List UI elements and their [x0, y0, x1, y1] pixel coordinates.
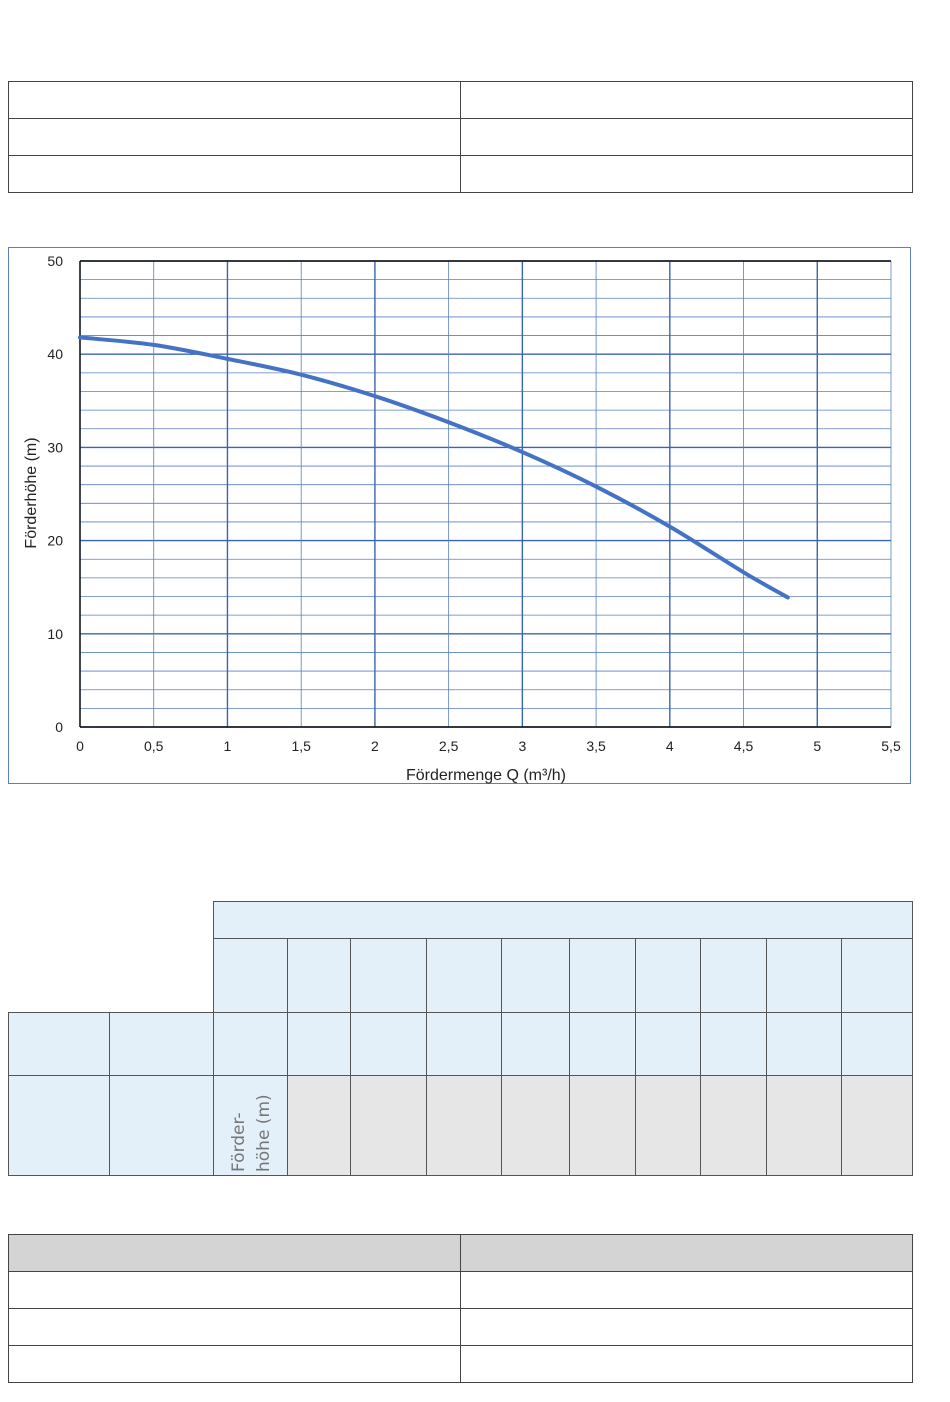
spec-table-top: [8, 81, 913, 193]
table-cell: [8, 155, 461, 193]
grid-value-cell: [700, 1075, 767, 1176]
row-label-line-2: höhe (m): [254, 1094, 274, 1172]
spec-table-bottom: [8, 1234, 913, 1383]
table-row: [8, 155, 913, 193]
grid-row-header: [109, 1012, 214, 1076]
table-row: [8, 1345, 913, 1383]
x-axis-label: Fördermenge Q (m³/h): [406, 767, 566, 784]
row-label-foerderhoehe: Förder- höhe (m): [213, 1076, 287, 1175]
grid-cell: [350, 1012, 427, 1076]
x-tick-label: 0,5: [144, 738, 164, 754]
y-tick-label: 10: [47, 626, 63, 642]
y-tick-label: 20: [47, 533, 63, 549]
grid-value-cell: [501, 1075, 570, 1176]
x-tick-label: 4,5: [734, 738, 754, 754]
chart-series: [78, 335, 790, 600]
grid-value-cell: [350, 1075, 427, 1176]
x-tick-label: 2,5: [439, 738, 459, 754]
grid-header-cell: [287, 938, 351, 1013]
grid-row-header: [8, 1075, 110, 1176]
table-row: [8, 1271, 913, 1309]
x-tick-label: 0: [76, 738, 84, 754]
chart-canvas: 0 0,5 1 1,5 2 2,5 3 3,5 4 4,5 5 5,5 0 10 20 30 40 50 Förd…: [23, 253, 901, 784]
grid-cell: [841, 1012, 913, 1076]
pump-curve-chart: 0 0,5 1 1,5 2 2,5 3 3,5 4 4,5 5 5,5 0 10 20 30 40 50 Förd…: [8, 247, 911, 784]
table-header-row: [8, 1234, 913, 1272]
chart-grid: [79, 260, 892, 728]
table-row: [8, 118, 913, 156]
grid-cell: [635, 1012, 701, 1076]
table-cell: [460, 1234, 913, 1272]
x-tick-label: 5,5: [881, 738, 901, 754]
x-tick-label: 3: [518, 738, 526, 754]
y-tick-label: 30: [47, 439, 63, 455]
grid-row-header: [109, 1075, 214, 1176]
grid-cell: [213, 1012, 288, 1076]
grid-cell: [426, 1012, 502, 1076]
grid-cell: [569, 1012, 636, 1076]
x-tick-label: 1,5: [291, 738, 311, 754]
grid-cell: [700, 1012, 767, 1076]
grid-value-cell: [287, 1075, 351, 1176]
table-cell: [8, 118, 461, 156]
grid-header-cell: [426, 938, 502, 1013]
grid-header-cell: [213, 938, 288, 1013]
y-tick-label: 0: [55, 719, 63, 735]
table-row: [8, 81, 913, 119]
grid-header-cell: [501, 938, 570, 1013]
pump-curve-line: [78, 335, 790, 600]
y-tick-label: 50: [47, 253, 63, 269]
grid-header-span: [213, 901, 913, 939]
table-cell: [460, 1271, 913, 1309]
grid-cell: [287, 1012, 351, 1076]
table-cell: [460, 118, 913, 156]
grid-value-cell: [569, 1075, 636, 1176]
grid-cell: [501, 1012, 570, 1076]
grid-header-cell: [700, 938, 767, 1013]
table-cell: [8, 81, 461, 119]
table-cell: [460, 1345, 913, 1383]
grid-row-header: [8, 1012, 110, 1076]
row-label-line-1: Förder-: [229, 1112, 249, 1172]
grid-value-cell: [213, 1075, 288, 1176]
y-tick-label: 40: [47, 346, 63, 362]
grid-cell: [766, 1012, 842, 1076]
table-cell: [8, 1345, 461, 1383]
grid-header-cell: [350, 938, 427, 1013]
x-tick-label: 1: [224, 738, 232, 754]
grid-header-cell: [635, 938, 701, 1013]
grid-value-cell: [426, 1075, 502, 1176]
grid-value-cell: [635, 1075, 701, 1176]
grid-header-cell: [766, 938, 842, 1013]
table-cell: [460, 81, 913, 119]
table-cell: [460, 1308, 913, 1346]
x-tick-label: 5: [813, 738, 821, 754]
y-axis-label: Förderhöhe (m): [23, 437, 40, 548]
table-cell: [8, 1271, 461, 1309]
x-tick-label: 4: [666, 738, 674, 754]
grid-header-cell: [841, 938, 913, 1013]
table-cell: [460, 155, 913, 193]
grid-header-cell: [569, 938, 636, 1013]
grid-value-cell: [766, 1075, 842, 1176]
table-row: [8, 1308, 913, 1346]
table-cell: [8, 1234, 461, 1272]
x-tick-label: 2: [371, 738, 379, 754]
x-tick-label: 3,5: [586, 738, 606, 754]
table-cell: [8, 1308, 461, 1346]
grid-value-cell: [841, 1075, 913, 1176]
